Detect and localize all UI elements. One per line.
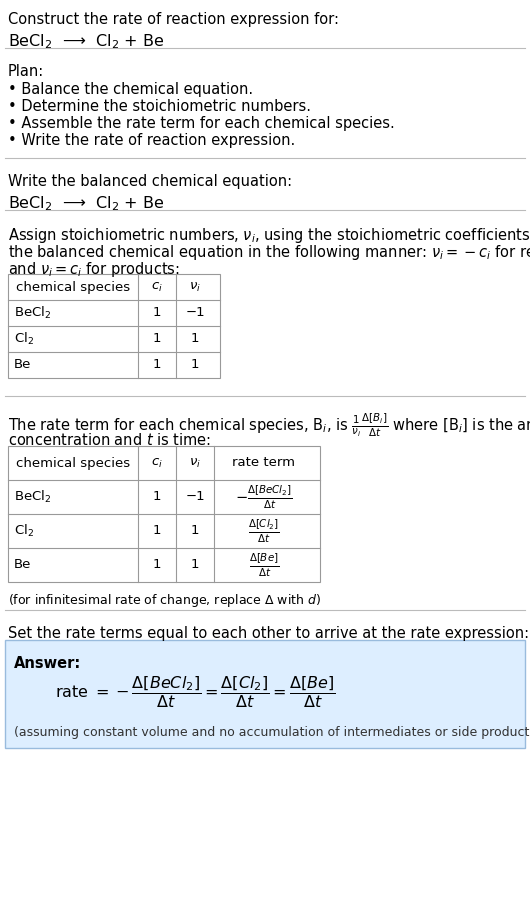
Text: $c_i$: $c_i$: [151, 457, 163, 470]
Text: $\frac{\Delta[Be]}{\Delta t}$: $\frac{\Delta[Be]}{\Delta t}$: [249, 551, 279, 579]
Text: 1: 1: [153, 490, 161, 503]
Text: $\nu_i$: $\nu_i$: [189, 280, 201, 294]
Text: $c_i$: $c_i$: [151, 280, 163, 294]
Text: Be: Be: [14, 359, 31, 371]
Text: concentration and $t$ is time:: concentration and $t$ is time:: [8, 432, 211, 448]
Text: $-\frac{\Delta[BeCl_2]}{\Delta t}$: $-\frac{\Delta[BeCl_2]}{\Delta t}$: [235, 483, 293, 511]
Text: $\frac{\Delta[Cl_2]}{\Delta t}$: $\frac{\Delta[Cl_2]}{\Delta t}$: [248, 517, 280, 545]
Text: chemical species: chemical species: [16, 280, 130, 294]
Text: 1: 1: [153, 524, 161, 538]
Text: Be: Be: [14, 559, 31, 571]
Text: 1: 1: [191, 559, 199, 571]
Text: and $\nu_i = c_i$ for products:: and $\nu_i = c_i$ for products:: [8, 260, 180, 279]
Bar: [8, 446, 320, 582]
FancyBboxPatch shape: [5, 640, 525, 748]
Text: −1: −1: [185, 490, 205, 503]
Text: Assign stoichiometric numbers, $\nu_i$, using the stoichiometric coefficients, $: Assign stoichiometric numbers, $\nu_i$, …: [8, 226, 530, 245]
Text: the balanced chemical equation in the following manner: $\nu_i = -c_i$ for react: the balanced chemical equation in the fo…: [8, 243, 530, 262]
Text: $\nu_i$: $\nu_i$: [189, 457, 201, 470]
Text: Write the balanced chemical equation:: Write the balanced chemical equation:: [8, 174, 292, 189]
Text: 1: 1: [191, 524, 199, 538]
Text: 1: 1: [153, 307, 161, 319]
Text: 1: 1: [153, 559, 161, 571]
Text: • Assemble the rate term for each chemical species.: • Assemble the rate term for each chemic…: [8, 116, 395, 131]
Text: Answer:: Answer:: [14, 656, 81, 671]
Text: • Balance the chemical equation.: • Balance the chemical equation.: [8, 82, 253, 97]
Text: BeCl$_2$: BeCl$_2$: [14, 489, 51, 505]
Text: −1: −1: [185, 307, 205, 319]
Text: Plan:: Plan:: [8, 64, 44, 79]
Text: 1: 1: [153, 332, 161, 346]
Text: 1: 1: [191, 332, 199, 346]
Text: BeCl$_2$  ⟶  Cl$_2$ + Be: BeCl$_2$ ⟶ Cl$_2$ + Be: [8, 32, 164, 51]
Text: chemical species: chemical species: [16, 457, 130, 470]
Text: rate term: rate term: [233, 457, 296, 470]
Text: 1: 1: [191, 359, 199, 371]
Text: • Determine the stoichiometric numbers.: • Determine the stoichiometric numbers.: [8, 99, 311, 114]
Text: rate $= -\dfrac{\Delta[BeCl_2]}{\Delta t} = \dfrac{\Delta[Cl_2]}{\Delta t} = \df: rate $= -\dfrac{\Delta[BeCl_2]}{\Delta t…: [55, 674, 335, 710]
Text: BeCl$_2$  ⟶  Cl$_2$ + Be: BeCl$_2$ ⟶ Cl$_2$ + Be: [8, 194, 164, 213]
Text: (for infinitesimal rate of change, replace Δ with $d$): (for infinitesimal rate of change, repla…: [8, 592, 321, 609]
Text: BeCl$_2$: BeCl$_2$: [14, 305, 51, 321]
Text: Construct the rate of reaction expression for:: Construct the rate of reaction expressio…: [8, 12, 339, 27]
Text: 1: 1: [153, 359, 161, 371]
Text: • Write the rate of reaction expression.: • Write the rate of reaction expression.: [8, 133, 295, 148]
Bar: [8, 274, 220, 378]
Text: (assuming constant volume and no accumulation of intermediates or side products): (assuming constant volume and no accumul…: [14, 726, 530, 739]
Text: The rate term for each chemical species, B$_i$, is $\frac{1}{\nu_i}\frac{\Delta[: The rate term for each chemical species,…: [8, 412, 530, 440]
Text: Cl$_2$: Cl$_2$: [14, 523, 34, 539]
Text: Cl$_2$: Cl$_2$: [14, 331, 34, 347]
Text: Set the rate terms equal to each other to arrive at the rate expression:: Set the rate terms equal to each other t…: [8, 626, 529, 641]
